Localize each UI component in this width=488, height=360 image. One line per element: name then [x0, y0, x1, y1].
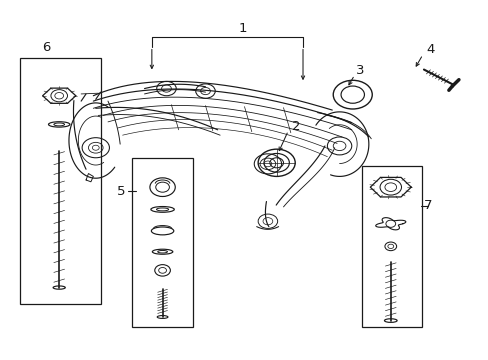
Text: 3: 3 [356, 64, 364, 77]
Bar [132, 158, 193, 327]
Text: 5: 5 [117, 185, 125, 198]
Text: 1: 1 [238, 22, 247, 35]
Text: 6: 6 [42, 41, 50, 54]
Text: 2: 2 [291, 120, 300, 133]
Bar [20, 58, 101, 304]
Text: 4: 4 [426, 43, 434, 56]
Text: 7: 7 [423, 199, 431, 212]
Bar [361, 166, 422, 327]
